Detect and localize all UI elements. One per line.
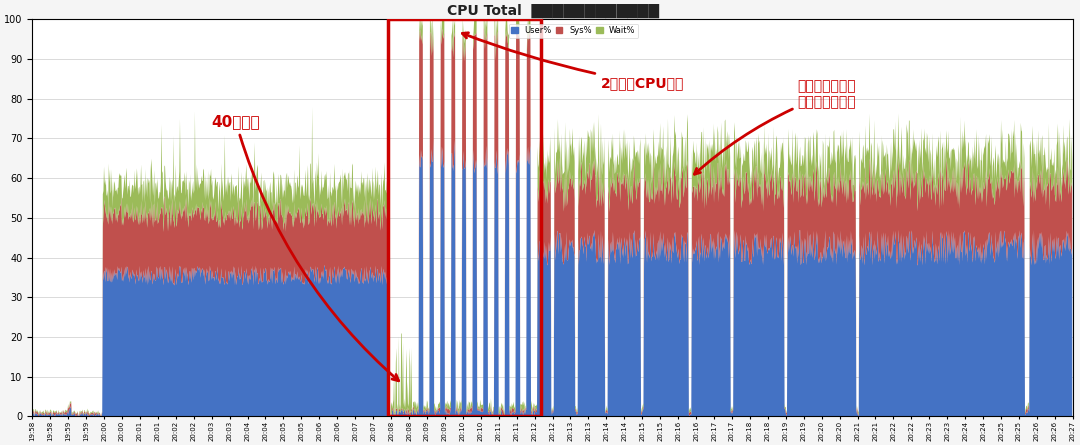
Text: 恢复之后仍然有
吞吐量突然下降: 恢复之后仍然有 吞吐量突然下降 [694,80,856,174]
Bar [388,19,541,417]
Title: CPU Total  ████████████: CPU Total ████████████ [446,4,659,18]
Legend: User%, Sys%, Wait%: User%, Sys%, Wait% [509,24,638,37]
Text: 40秒中断: 40秒中断 [212,114,399,381]
Text: 2分多的CPU毛刺: 2分多的CPU毛刺 [462,33,684,90]
